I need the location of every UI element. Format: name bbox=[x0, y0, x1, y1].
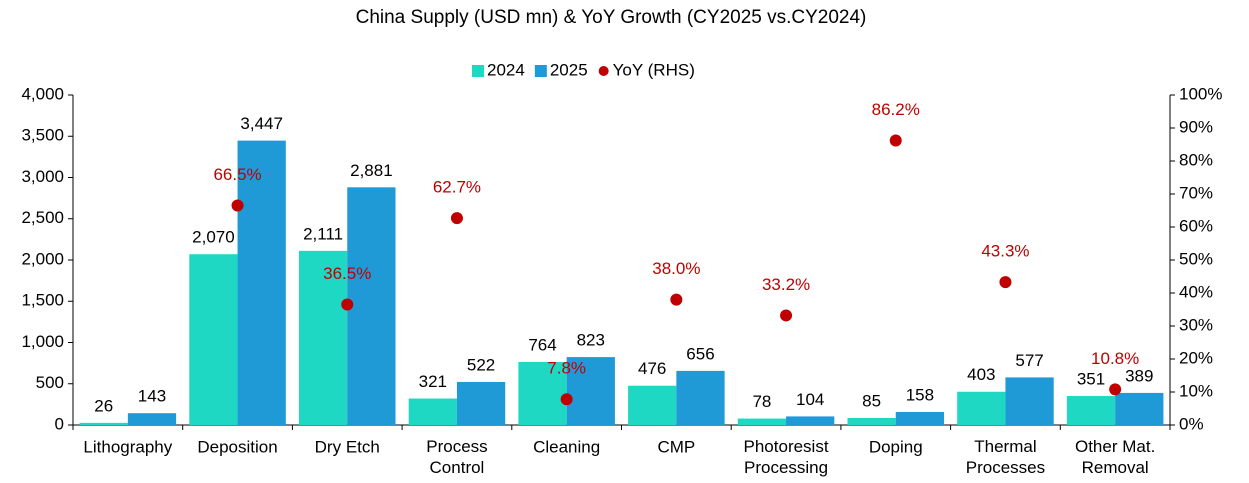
y-tick-label: 1,000 bbox=[21, 332, 64, 351]
bar bbox=[408, 398, 457, 425]
bar-value-label: 143 bbox=[138, 387, 166, 406]
bar bbox=[456, 381, 506, 425]
bar-value-label: 656 bbox=[686, 344, 714, 363]
y2-tick-label: 30% bbox=[1179, 315, 1213, 334]
bar-value-label: 85 bbox=[862, 391, 881, 410]
legend-swatch bbox=[534, 65, 547, 77]
yoy-value-label: 10.8% bbox=[1091, 349, 1139, 368]
legend-label: 2024 bbox=[487, 60, 525, 79]
bar bbox=[786, 416, 835, 425]
y-tick-label: 2,500 bbox=[21, 208, 64, 227]
y-tick-label: 4,000 bbox=[21, 84, 64, 103]
y-tick-label: 3,000 bbox=[21, 167, 64, 186]
bar bbox=[628, 385, 677, 425]
yoy-value-label: 62.7% bbox=[433, 178, 481, 197]
y2-tick-label: 10% bbox=[1179, 381, 1213, 400]
bar bbox=[298, 250, 348, 425]
yoy-point bbox=[341, 298, 354, 311]
bar bbox=[127, 413, 177, 425]
x-tick-label: Lithography bbox=[83, 437, 172, 456]
bar-value-label: 2,111 bbox=[303, 224, 343, 243]
y2-tick-label: 50% bbox=[1179, 249, 1213, 268]
x-tick-label: Deposition bbox=[197, 437, 277, 456]
bar-value-label: 764 bbox=[528, 335, 556, 354]
yoy-value-label: 38.0% bbox=[652, 259, 700, 278]
yoy-value-label: 36.5% bbox=[323, 264, 371, 283]
yoy-value-label: 7.8% bbox=[547, 359, 586, 378]
y-tick-label: 0 bbox=[55, 414, 64, 433]
bar bbox=[237, 140, 286, 425]
yoy-value-label: 86.2% bbox=[872, 100, 920, 119]
x-tick-label: Photoresist Processing bbox=[744, 437, 829, 477]
y2-tick-label: 100% bbox=[1179, 84, 1222, 103]
legend-swatch bbox=[472, 65, 484, 77]
x-tick-label: Thermal Processes bbox=[966, 437, 1045, 477]
bar bbox=[847, 417, 896, 425]
bar-value-label: 351 bbox=[1077, 370, 1105, 389]
bar bbox=[566, 357, 615, 425]
y-tick-label: 1,500 bbox=[21, 291, 64, 310]
yoy-point bbox=[1109, 383, 1122, 396]
y2-tick-label: 80% bbox=[1179, 150, 1213, 169]
bar-value-label: 78 bbox=[752, 392, 771, 411]
bar bbox=[518, 361, 567, 425]
x-tick-label: Doping bbox=[869, 437, 923, 456]
legend-marker bbox=[598, 66, 609, 76]
bar-value-label: 2,070 bbox=[192, 228, 235, 247]
bar-value-label: 2,881 bbox=[350, 161, 393, 180]
chart-title: China Supply (USD mn) & YoY Growth (CY20… bbox=[356, 7, 867, 28]
bar-value-label: 389 bbox=[1125, 366, 1153, 385]
bar-value-label: 3,447 bbox=[240, 114, 283, 133]
bar-value-label: 158 bbox=[906, 385, 934, 404]
bar-value-label: 522 bbox=[467, 355, 495, 374]
bar bbox=[189, 254, 238, 425]
bar-value-label: 321 bbox=[419, 372, 447, 391]
bar-value-label: 104 bbox=[796, 390, 824, 409]
y2-tick-label: 90% bbox=[1179, 117, 1213, 136]
bar bbox=[737, 418, 787, 425]
yoy-point bbox=[450, 212, 463, 225]
bar-value-label: 476 bbox=[638, 359, 666, 378]
bar-value-label: 403 bbox=[967, 365, 995, 384]
legend-label: YoY (RHS) bbox=[613, 60, 695, 79]
yoy-value-label: 66.5% bbox=[213, 165, 261, 184]
yoy-value-label: 33.2% bbox=[762, 275, 810, 294]
yoy-point bbox=[560, 393, 573, 406]
bar bbox=[676, 370, 725, 425]
bar bbox=[79, 422, 128, 425]
bar bbox=[347, 187, 396, 425]
y2-tick-label: 20% bbox=[1179, 348, 1213, 367]
yoy-point bbox=[670, 293, 683, 306]
y-tick-label: 2,000 bbox=[21, 249, 64, 268]
bar-value-label: 26 bbox=[94, 396, 113, 415]
y-tick-label: 500 bbox=[36, 373, 64, 392]
bar-value-label: 577 bbox=[1015, 351, 1043, 370]
bar bbox=[1066, 396, 1116, 425]
y2-tick-label: 70% bbox=[1179, 183, 1213, 202]
bar bbox=[895, 411, 945, 425]
yoy-value-label: 43.3% bbox=[981, 242, 1029, 261]
x-tick-label: Other Mat. Removal bbox=[1075, 437, 1155, 477]
x-tick-label: CMP bbox=[657, 437, 695, 456]
x-tick-label: Cleaning bbox=[533, 437, 600, 456]
y2-tick-label: 0% bbox=[1179, 414, 1204, 433]
bar bbox=[957, 391, 1006, 425]
legend-label: 2025 bbox=[550, 60, 588, 79]
yoy-point bbox=[231, 199, 244, 212]
x-tick-label: Process Control bbox=[426, 437, 487, 477]
yoy-point bbox=[780, 309, 793, 322]
bar bbox=[1005, 377, 1054, 425]
x-tick-label: Dry Etch bbox=[315, 437, 380, 456]
y-tick-label: 3,500 bbox=[21, 126, 64, 145]
y2-tick-label: 40% bbox=[1179, 282, 1213, 301]
bar bbox=[1115, 392, 1164, 425]
yoy-point bbox=[999, 276, 1012, 289]
y2-tick-label: 60% bbox=[1179, 216, 1213, 235]
yoy-point bbox=[889, 134, 902, 147]
bar-value-label: 823 bbox=[577, 331, 605, 350]
